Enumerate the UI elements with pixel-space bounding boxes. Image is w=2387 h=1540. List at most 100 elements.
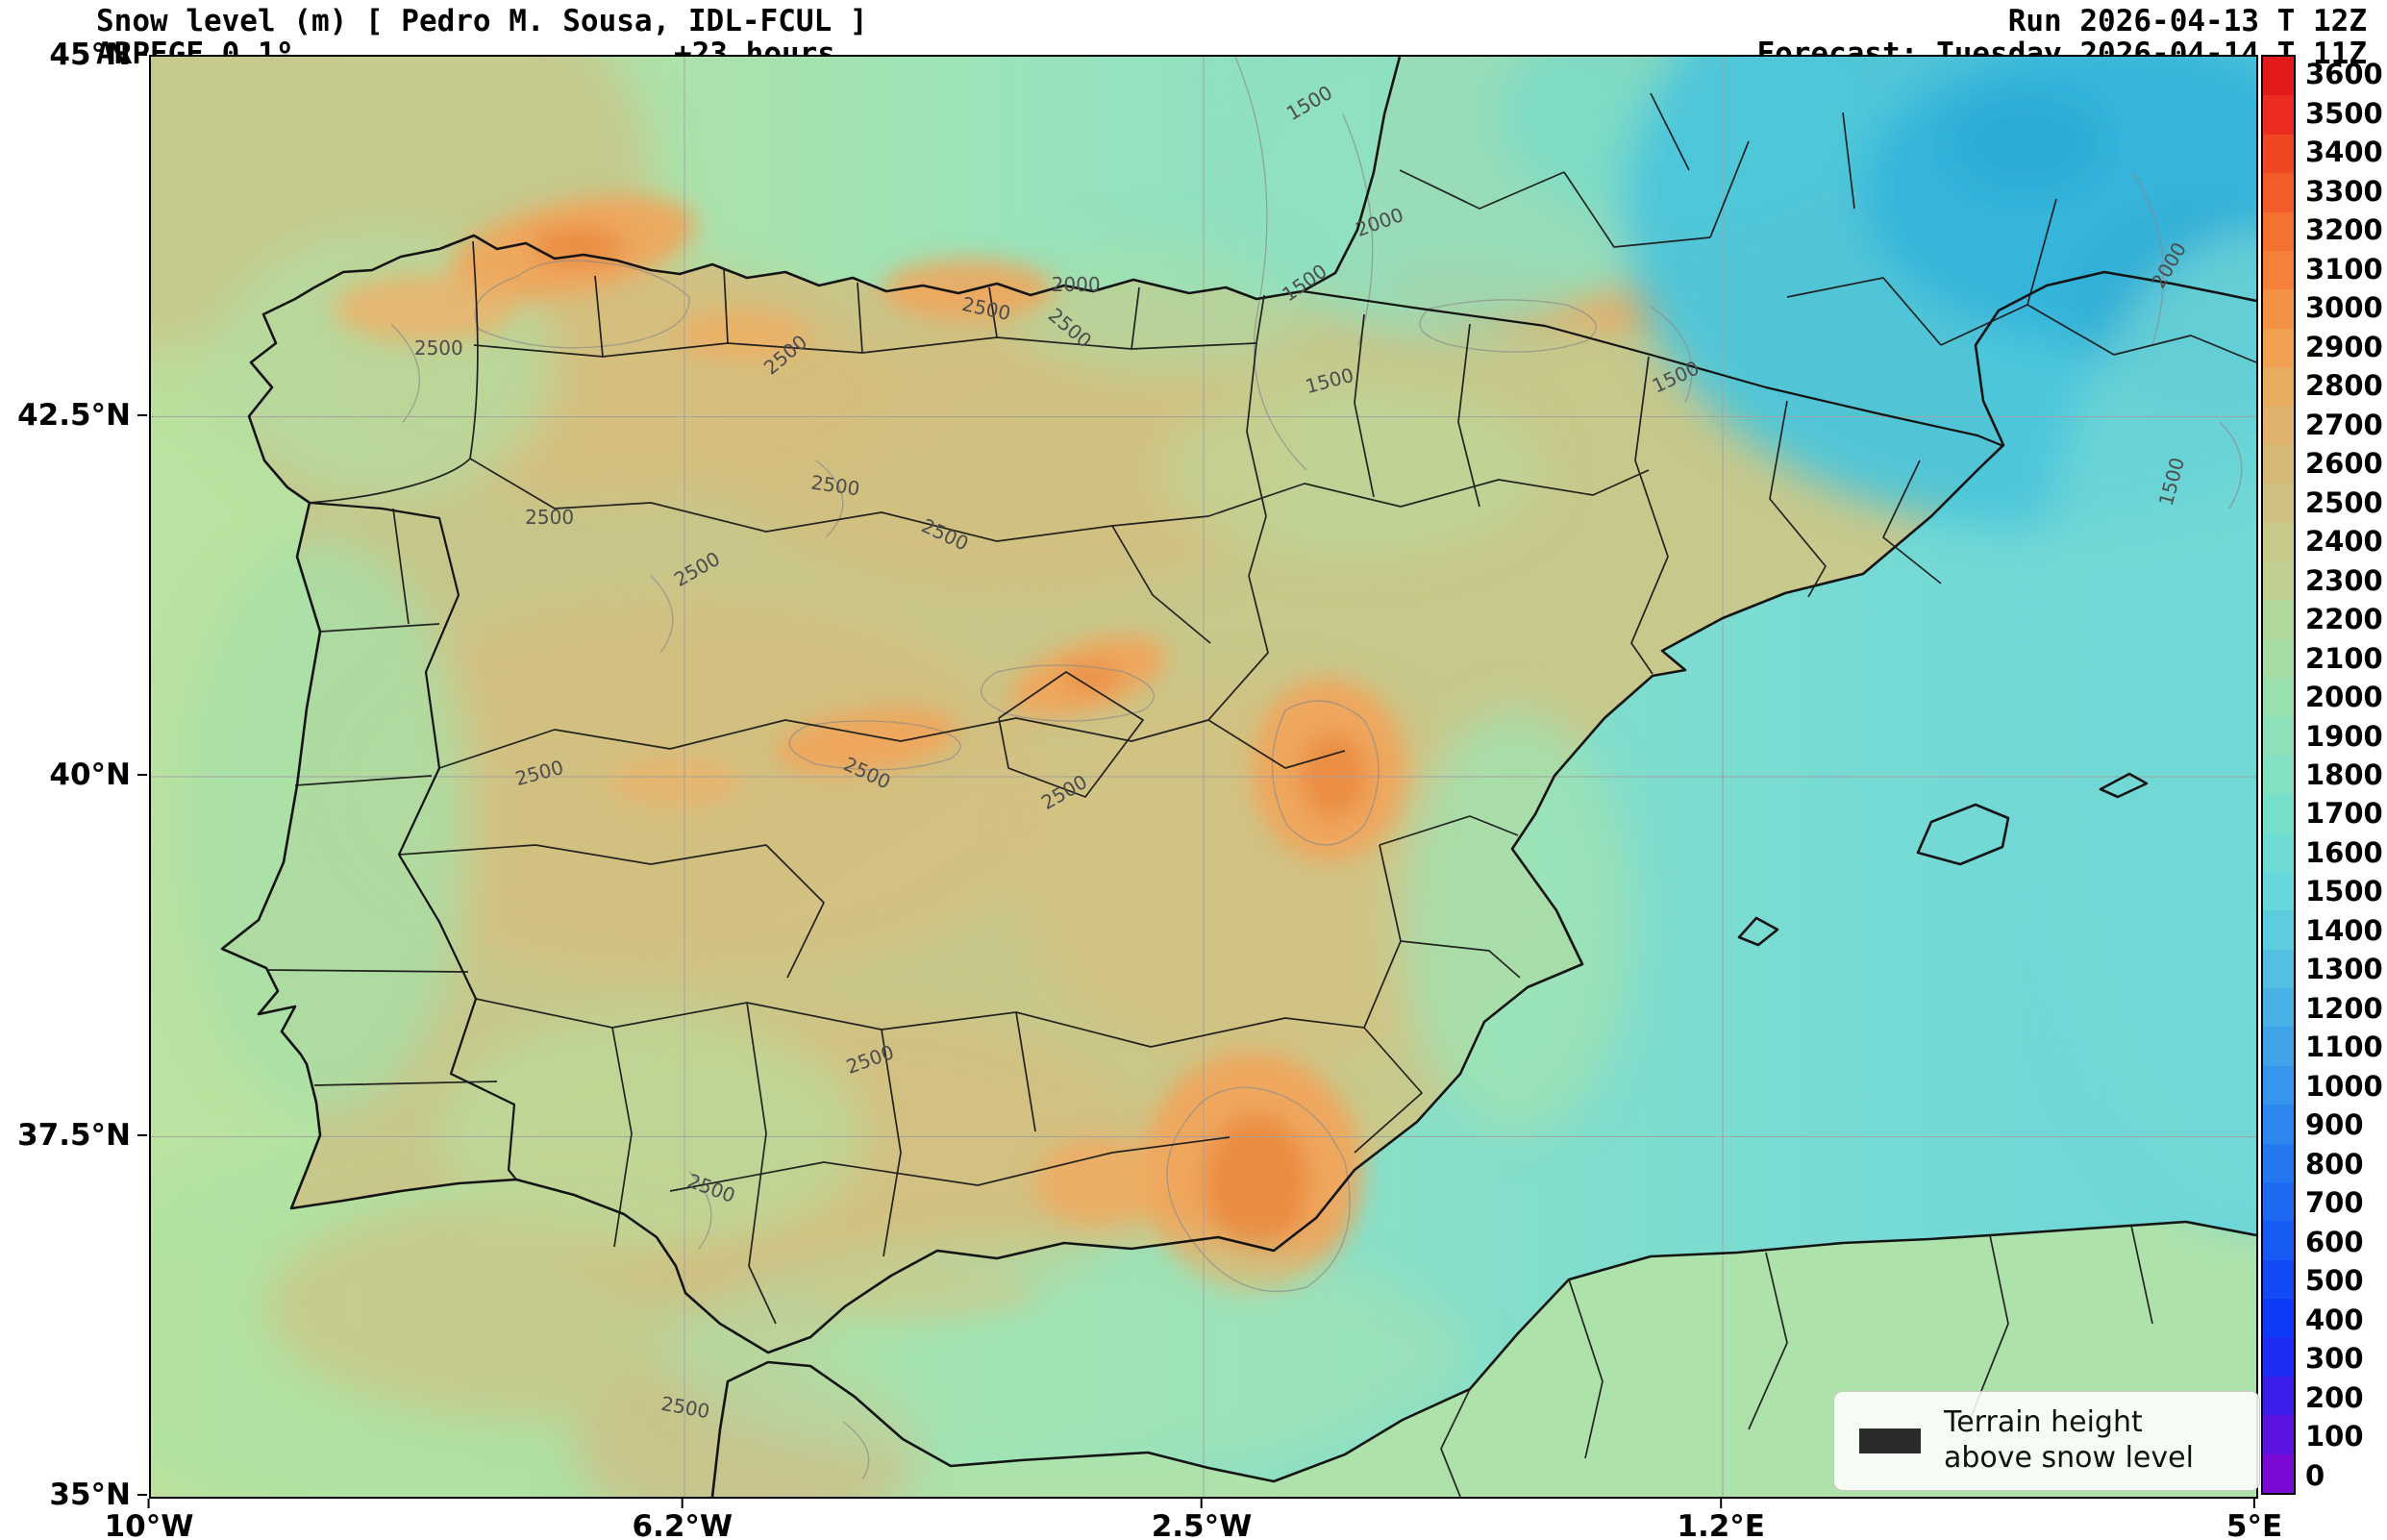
colorbar-tick-label: 1500	[2305, 875, 2383, 908]
colorbar-tick-label: 2500	[2305, 485, 2383, 519]
colorbar-band	[2263, 871, 2294, 911]
colorbar-band	[2263, 211, 2294, 251]
colorbar-band	[2263, 638, 2294, 678]
colorbar-tick-label: 2100	[2305, 641, 2383, 675]
colorbar-band	[2263, 794, 2294, 833]
figure-title: Snow level (m) [ Pedro M. Sousa, IDL-FCU…	[96, 4, 868, 38]
colorbar-band	[2263, 755, 2294, 795]
lat-lon-gridlines	[151, 57, 2256, 1497]
x-tick: 6.2°W	[632, 1499, 733, 1540]
colorbar-tick-label: 100	[2305, 1420, 2364, 1453]
snow-level-field-map	[151, 57, 2256, 1497]
y-tick: 35°N	[0, 1478, 147, 1512]
y-tick-mark	[137, 774, 147, 776]
colorbar-tick-label: 200	[2305, 1380, 2364, 1414]
colorbar-tick-label: 1200	[2305, 991, 2383, 1025]
y-tick-mark	[137, 413, 147, 416]
colorbar-tick-label: 800	[2305, 1147, 2364, 1180]
colorbar-tick-label: 300	[2305, 1342, 2364, 1376]
x-tick-label: 1.2°E	[1677, 1509, 1765, 1540]
colorbar-tick-label: 2800	[2305, 369, 2383, 403]
y-tick: 37.5°N	[0, 1118, 147, 1153]
colorbar-tick-label: 2300	[2305, 563, 2383, 597]
colorbar-band	[2263, 1376, 2294, 1416]
y-tick-label: 35°N	[49, 1478, 131, 1512]
colorbar-band	[2263, 1415, 2294, 1454]
y-tick-label: 45°N	[49, 37, 131, 72]
colorbar-tick-labels: 3600 3500 3400 3300 3200 3100 3000 2900 2800 2700…	[2305, 55, 2383, 1495]
y-tick-mark	[137, 1133, 147, 1136]
x-tick-mark	[2253, 1499, 2255, 1508]
x-tick-mark	[1720, 1499, 1723, 1508]
colorbar-tick-label: 3200	[2305, 213, 2383, 247]
y-tick-mark	[137, 1494, 147, 1496]
x-tick-mark	[148, 1499, 150, 1508]
colorbar-tick-label: 2600	[2305, 447, 2383, 481]
colorbar-band	[2263, 522, 2294, 561]
colorbar-tick-label: 2200	[2305, 603, 2383, 636]
colorbar-band	[2263, 1299, 2294, 1338]
colorbar-band	[2263, 716, 2294, 756]
colorbar-tick-label: 3000	[2305, 291, 2383, 325]
x-tick-label: 6.2°W	[632, 1509, 734, 1540]
colorbar-band	[2263, 560, 2294, 601]
y-tick-mark	[137, 54, 147, 56]
colorbar-band	[2263, 600, 2294, 639]
island-menorca	[2099, 772, 2149, 799]
colorbar-band	[2263, 57, 2294, 96]
colorbar-band	[2263, 1105, 2294, 1144]
colorbar-tick-label: 2900	[2305, 330, 2383, 363]
latitude-axis: 45°N 42.5°N 40°N 37.5°N 35°N	[0, 37, 147, 1512]
legend-line-1: Terrain height	[1944, 1405, 2143, 1440]
colorbar-tick-label: 3400	[2305, 136, 2383, 169]
y-tick: 40°N	[0, 758, 147, 792]
colorbar-tick-label: 1600	[2305, 835, 2383, 869]
x-tick-label: 2.5°W	[1151, 1509, 1253, 1540]
colorbar-band	[2263, 1259, 2294, 1299]
coastlines	[220, 57, 2256, 1497]
colorbar-tick-label: 1900	[2305, 719, 2383, 753]
province-boundaries	[265, 92, 2256, 1497]
colorbar-tick-label: 2400	[2305, 525, 2383, 559]
colorbar-band	[2263, 678, 2294, 717]
colorbar-band	[2263, 910, 2294, 950]
colorbar-band	[2263, 328, 2294, 367]
island-ibiza	[1737, 916, 1779, 947]
orange-mountain-cells	[334, 194, 1689, 1321]
legend-line-2: above snow level	[1944, 1441, 2194, 1475]
colorbar-band	[2263, 406, 2294, 445]
colorbar-tick-label: 500	[2305, 1264, 2364, 1298]
x-tick: 2.5°W	[1151, 1499, 1253, 1540]
x-tick-label: 5°E	[2225, 1509, 2283, 1540]
colorbar-tick-label: 1800	[2305, 758, 2383, 791]
colorbar-tick-label: 1300	[2305, 953, 2383, 986]
colorbar-tick-label: 0	[2305, 1458, 2325, 1492]
colorbar-band	[2263, 1027, 2294, 1066]
colorbar-band	[2263, 1337, 2294, 1377]
model-label: ARPEGE 0.1º	[96, 37, 294, 71]
longitude-axis: 10°W 6.2°W 2.5°W 1.2°E 5°E	[105, 1499, 2282, 1540]
colorbar-tick-label: 3300	[2305, 174, 2383, 208]
y-tick-label: 42.5°N	[17, 397, 131, 433]
colorbar-band	[2263, 95, 2294, 135]
x-tick-mark	[1201, 1499, 1203, 1508]
colorbar-band	[2263, 367, 2294, 407]
y-tick: 45°N	[0, 37, 147, 72]
colorbar-band	[2263, 988, 2294, 1028]
colorbar-band	[2263, 949, 2294, 988]
y-tick: 42.5°N	[0, 398, 147, 433]
terrain-contour-lines	[390, 57, 2243, 1480]
map-plot-area: 2500 2500 2000 2500 2500 2500 2500 2500 2500 1500…	[149, 55, 2260, 1499]
colorbar-tick-label: 400	[2305, 1303, 2364, 1336]
colorbar-band	[2263, 484, 2294, 523]
colorbar-tick-label: 1100	[2305, 1031, 2383, 1064]
colorbar-band	[2263, 250, 2294, 290]
colorbar-band	[2263, 444, 2294, 484]
colorbar-tick-label: 3600	[2305, 58, 2383, 91]
island-mallorca	[1916, 803, 2010, 866]
colorbar-band	[2263, 1181, 2294, 1222]
colorbar-band	[2263, 1065, 2294, 1105]
cyan-low-snowlevel-region	[660, 57, 2256, 1470]
x-tick-mark	[681, 1499, 684, 1508]
terrain-swatch	[1859, 1428, 1921, 1453]
